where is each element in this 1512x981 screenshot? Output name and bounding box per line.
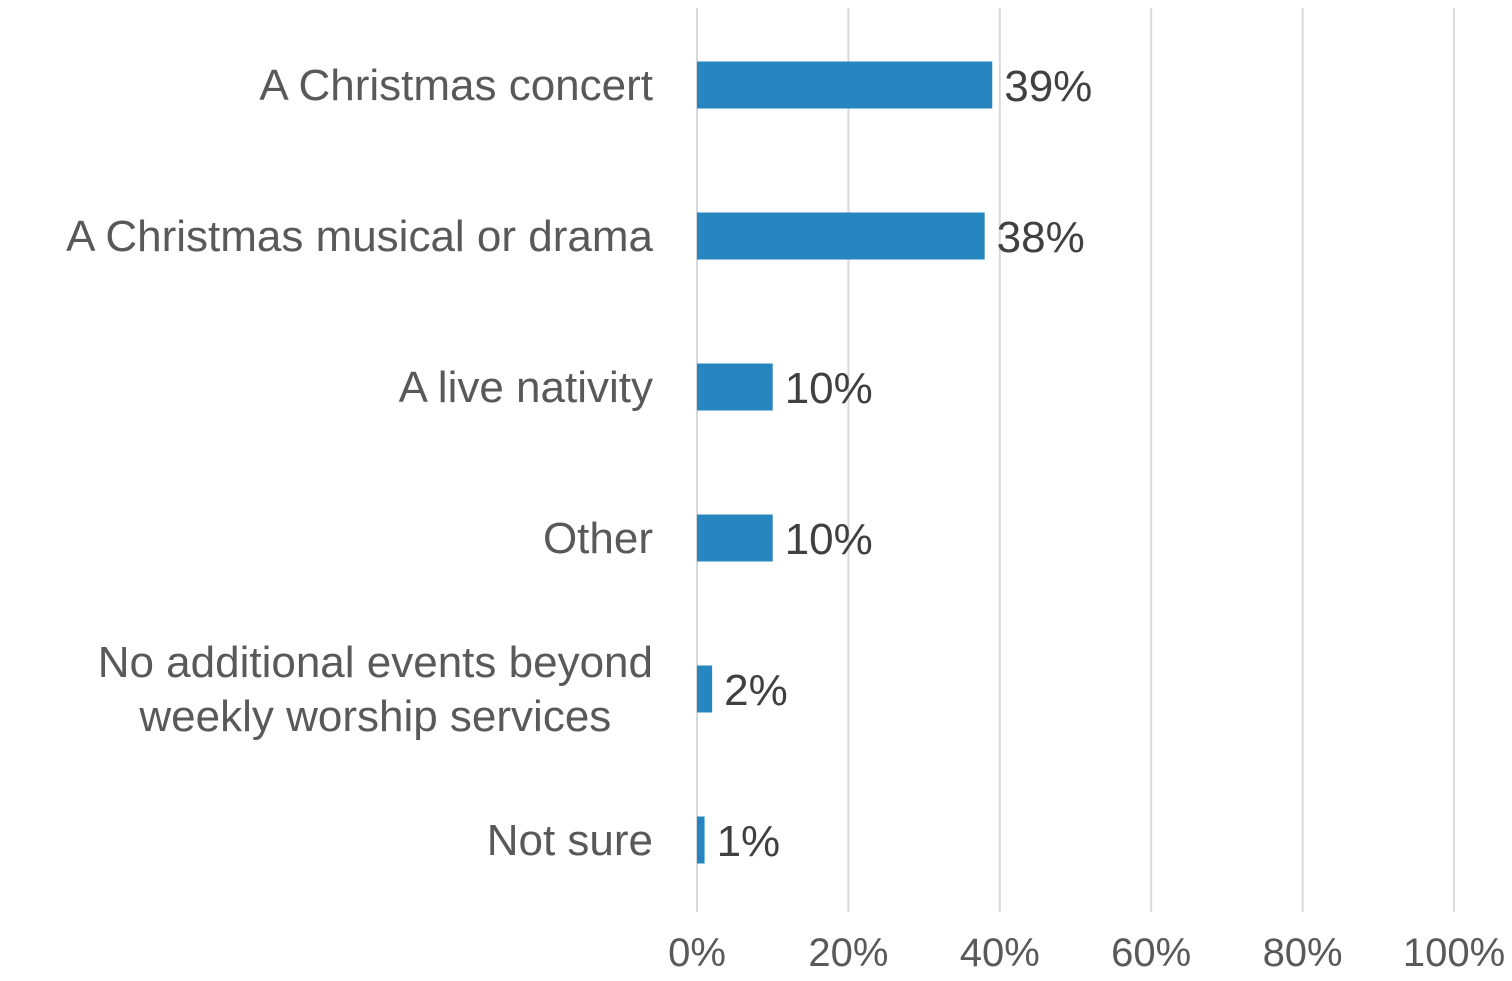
bar bbox=[697, 61, 993, 109]
data-label: 10% bbox=[785, 364, 873, 413]
bar bbox=[697, 665, 713, 713]
gridlines bbox=[696, 8, 1455, 912]
bar bbox=[697, 212, 985, 260]
bar bbox=[697, 363, 773, 411]
x-tick-label: 100% bbox=[1403, 931, 1505, 975]
category-label: Not sure bbox=[487, 816, 653, 865]
bar bbox=[697, 514, 773, 562]
category-label: A live nativity bbox=[399, 363, 653, 412]
x-tick-label: 60% bbox=[1111, 931, 1191, 975]
data-label: 39% bbox=[1004, 62, 1092, 111]
x-tick-label: 20% bbox=[808, 931, 888, 975]
category-label: A Christmas concert bbox=[259, 61, 653, 110]
data-label: 2% bbox=[724, 666, 788, 715]
x-tick-label: 0% bbox=[668, 931, 726, 975]
data-label: 1% bbox=[717, 817, 781, 866]
data-labels: 39% 38% 10% 10% 2% 1% bbox=[717, 62, 1093, 866]
x-axis-tick-labels: 0% 20% 40% 60% 80% 100% bbox=[668, 931, 1505, 975]
bar bbox=[697, 816, 705, 864]
category-label: Other bbox=[543, 514, 653, 563]
category-label: No additional events beyond weekly worshi… bbox=[98, 638, 653, 741]
bars bbox=[697, 61, 993, 864]
category-labels: A Christmas concert A Christmas musical o… bbox=[66, 61, 653, 865]
data-label: 10% bbox=[785, 515, 873, 564]
x-tick-label: 40% bbox=[960, 931, 1040, 975]
category-label: A Christmas musical or drama bbox=[66, 212, 653, 261]
data-label: 38% bbox=[997, 213, 1085, 262]
x-tick-label: 80% bbox=[1263, 931, 1343, 975]
